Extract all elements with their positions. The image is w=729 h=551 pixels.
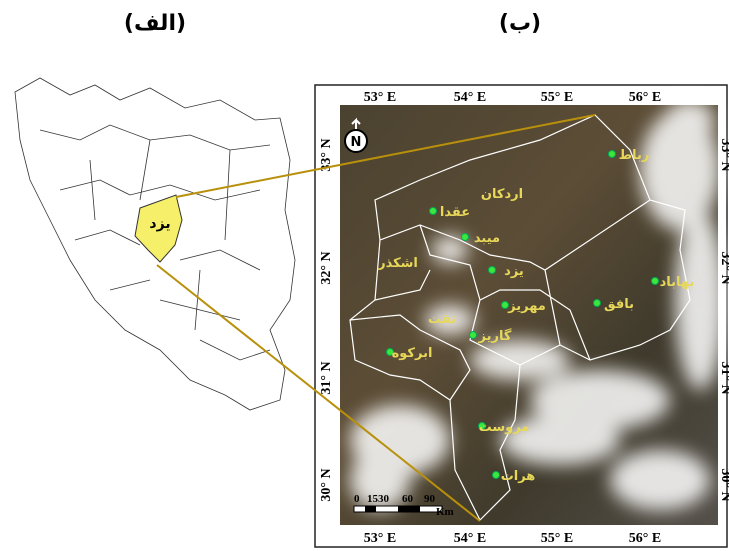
city-label: مروست (479, 420, 530, 435)
city-label: بافق (604, 297, 634, 312)
lat-label: 32° N (718, 251, 729, 284)
city-dot (493, 472, 500, 479)
city-label: هرات (501, 469, 536, 484)
scale-label: Km (436, 506, 454, 518)
lat-label: 31° N (718, 361, 729, 394)
city-label: مهریز (507, 299, 546, 314)
figure: (الف) (ب) یزد رباط اردکان عقدا میبد اشکذر یزد… (0, 0, 729, 551)
scale-label: 15 (367, 493, 379, 505)
scale-label: 0 (354, 493, 360, 505)
city-label: تفت (428, 312, 456, 327)
lon-label: 55° E (541, 90, 573, 105)
city-dot (489, 267, 496, 274)
city-label: رباط (619, 148, 650, 163)
lon-label: 53° E (364, 531, 396, 546)
scale-bar (354, 506, 442, 512)
city-dot (594, 300, 601, 307)
north-label: N (351, 135, 362, 150)
scale-label: 90 (424, 493, 436, 505)
city-label: بهاباد (660, 275, 695, 290)
city-label: اشکذر (377, 256, 418, 271)
city-label: ابرکوه (392, 346, 433, 361)
city-label: عقدا (440, 205, 470, 220)
city-dot (609, 151, 616, 158)
lat-label: 32° N (319, 251, 334, 284)
lon-label: 54° E (454, 531, 486, 546)
city-label: یزد (504, 264, 524, 279)
scale-label: 30 (378, 493, 390, 505)
iran-yazd-label: یزد (149, 216, 170, 232)
city-dot (462, 234, 469, 241)
city-dot (470, 332, 477, 339)
city-dot (652, 278, 659, 285)
caption-left: (الف) (124, 11, 186, 36)
lon-label: 56° E (629, 531, 661, 546)
city-dot (430, 208, 437, 215)
city-label: اردکان (481, 187, 523, 202)
lat-label: 31° N (319, 361, 334, 394)
lon-label: 55° E (541, 531, 573, 546)
lat-label: 30° N (319, 468, 334, 501)
caption-right: (ب) (499, 11, 541, 36)
scale-label: 60 (402, 493, 414, 505)
city-label: میبد (474, 231, 500, 246)
lat-label: 30° N (718, 468, 729, 501)
lon-label: 53° E (364, 90, 396, 105)
lon-label: 56° E (629, 90, 661, 105)
lon-label: 54° E (454, 90, 486, 105)
lat-label: 33° N (718, 138, 729, 171)
city-label: گاریز (478, 328, 512, 344)
